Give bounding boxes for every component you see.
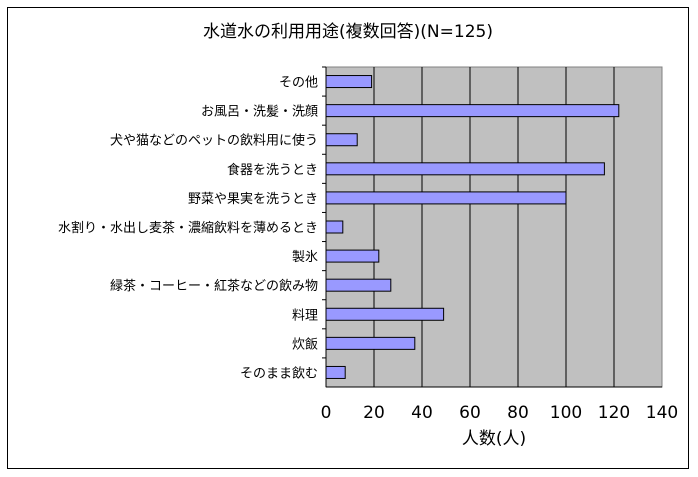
bar — [325, 336, 416, 350]
bar — [325, 220, 344, 234]
bar — [325, 278, 392, 292]
category-label: 製氷 — [292, 250, 318, 265]
category-label: 料理 — [292, 308, 318, 323]
gridlines — [373, 67, 615, 387]
bar — [325, 162, 605, 176]
category-label: お風呂・洗髪・洗顔 — [201, 105, 318, 120]
category-label: その他 — [279, 76, 318, 91]
category-label: 犬や猫などのペットの飲料用に使う — [110, 133, 318, 149]
bars — [322, 66, 662, 388]
category-label: そのまま飲む — [240, 365, 318, 381]
category-label: 緑茶・コーヒー・紅茶などの飲み物 — [110, 278, 318, 294]
bar — [325, 365, 346, 379]
plot-area — [325, 66, 663, 388]
x-tick-label: 80 — [507, 403, 529, 423]
category-label: 野菜や果実を洗うとき — [188, 191, 318, 207]
category-label: 炊飯 — [292, 337, 318, 352]
x-tick-label: 60 — [459, 403, 481, 423]
bar — [325, 133, 358, 147]
x-tick-label: 0 — [321, 403, 332, 423]
x-axis-label: 人数(人) — [462, 429, 526, 449]
x-tick-label: 20 — [363, 403, 385, 423]
x-tick-label: 100 — [550, 403, 582, 423]
bar — [325, 104, 620, 118]
chart-title: 水道水の利用用途(複数回答)(N=125) — [203, 22, 493, 42]
bar — [325, 307, 445, 321]
x-tick-label: 40 — [411, 403, 433, 423]
bar — [325, 249, 380, 263]
x-tick-labels: 0 20 40 60 80 100 120 140 — [321, 403, 679, 423]
bar — [325, 191, 567, 205]
x-tick-label: 140 — [646, 403, 678, 423]
bar — [325, 75, 373, 89]
category-labels: その他お風呂・洗髪・洗顔犬や猫などのペットの飲料用に使う食器を洗うとき野菜や果実… — [58, 76, 318, 382]
category-label: 水割り・水出し麦茶・濃縮飲料を薄めるとき — [58, 220, 318, 236]
category-label: 食器を洗うとき — [227, 162, 318, 178]
x-tick-label: 120 — [598, 403, 630, 423]
